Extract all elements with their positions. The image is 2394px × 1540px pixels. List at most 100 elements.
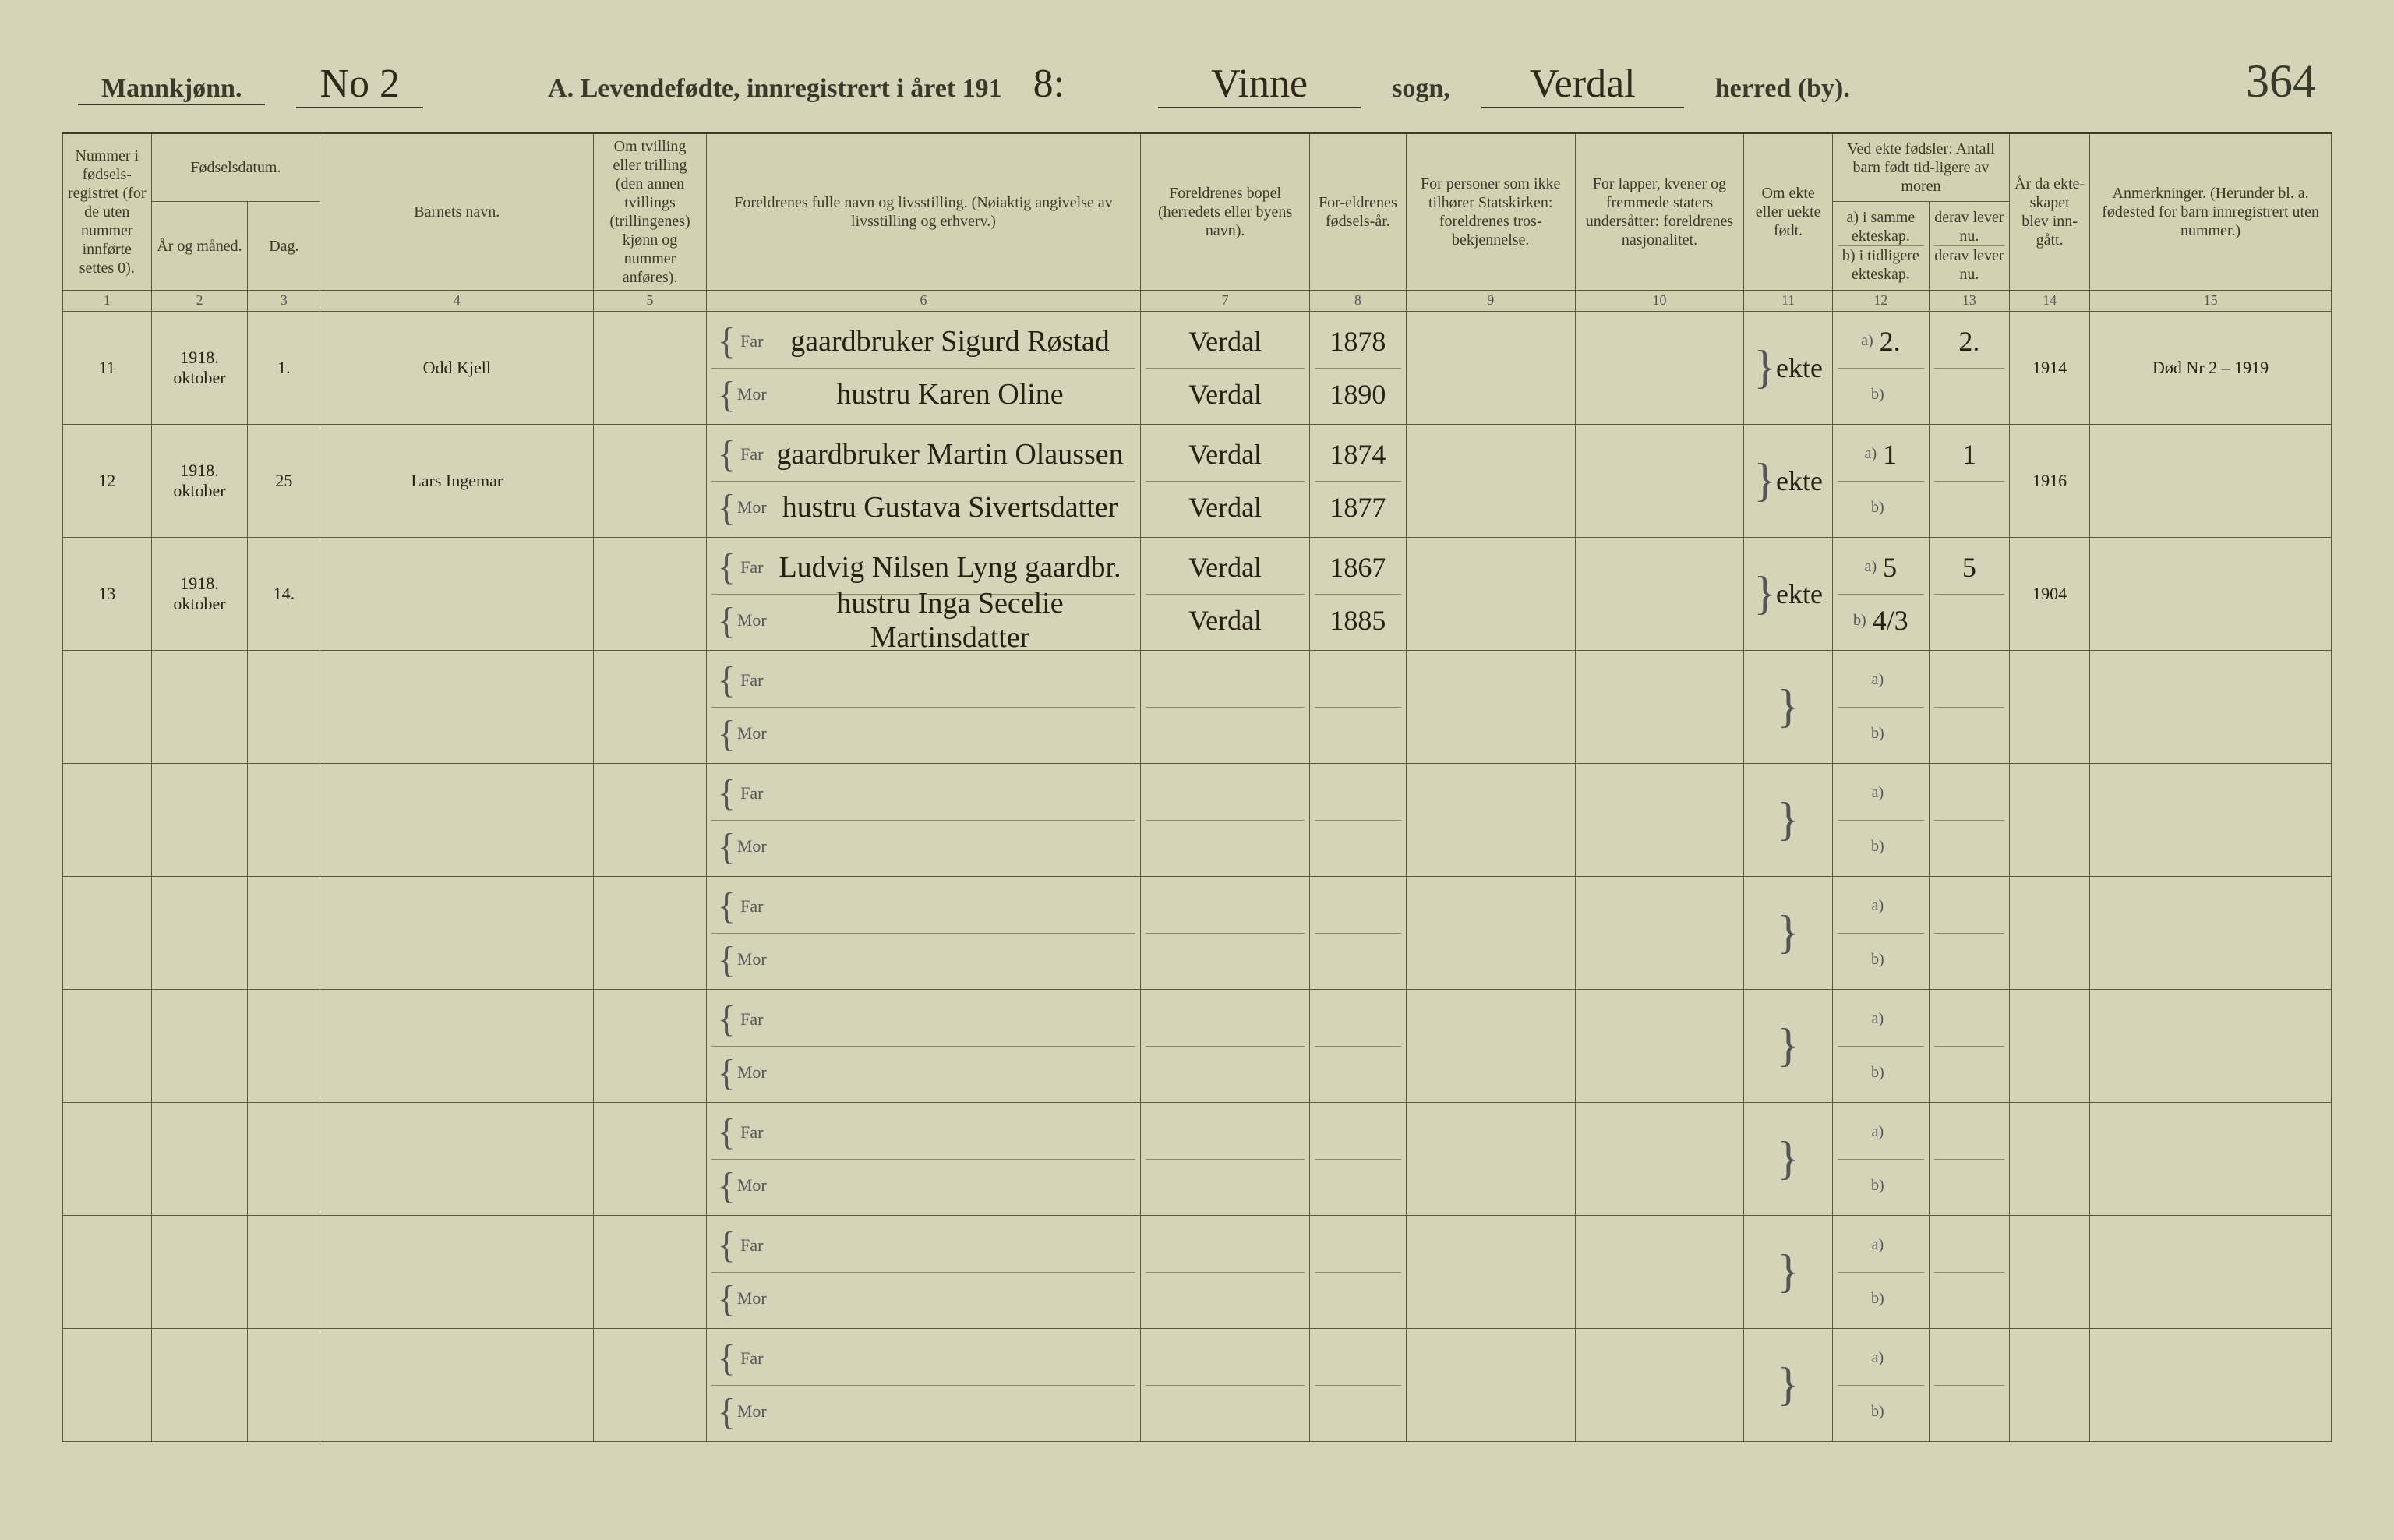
colnum: 6 — [706, 291, 1140, 312]
herred-label: herred (by). — [1715, 74, 1850, 104]
prior-children-alive-cell: 1 — [1929, 424, 2009, 537]
cell — [63, 876, 152, 989]
table-row: {Far{Mor}a)b) — [63, 876, 2332, 989]
cell: 12 — [63, 424, 152, 537]
col-2-3-group: Fødselsdatum. — [151, 133, 320, 202]
parents-cell: {Far{Mor — [706, 1328, 1140, 1441]
colnum: 3 — [248, 291, 320, 312]
cell — [1406, 1102, 1575, 1215]
cell — [63, 1328, 152, 1441]
register-table: Nummer i fødsels-registret (for de uten … — [62, 132, 2332, 1442]
cell — [248, 1215, 320, 1328]
prior-children-same-cell: a)b) — [1832, 876, 1929, 989]
marriage-year-cell — [2010, 876, 2090, 989]
col-15-header: Anmerkninger. (Herunder bl. a. fødested … — [2090, 133, 2332, 291]
cell — [594, 537, 707, 650]
cell — [594, 763, 707, 876]
prior-children-alive-cell — [1929, 1328, 2009, 1441]
table-row: 131918. oktober14.{FarLudvig Nilsen Lyng… — [63, 537, 2332, 650]
legitimacy-cell: } — [1744, 763, 1833, 876]
col-13-sub: derav lever nu. derav lever nu. — [1929, 202, 2009, 291]
residence-cell — [1141, 1102, 1310, 1215]
prior-children-same-cell: a)b) — [1832, 763, 1929, 876]
col-2-sub: År og måned. — [151, 202, 248, 291]
residence-cell — [1141, 763, 1310, 876]
column-number-row: 1 2 3 4 5 6 7 8 9 10 11 12 13 14 15 — [63, 291, 2332, 312]
prior-children-alive-cell — [1929, 650, 2009, 763]
cell — [151, 1328, 248, 1441]
cell — [248, 1328, 320, 1441]
cell — [248, 989, 320, 1102]
prior-children-same-cell: a)b) — [1832, 1215, 1929, 1328]
herred-value: Verdal — [1481, 61, 1684, 108]
sogn-value: Vinne — [1158, 61, 1361, 108]
cell: 1918. oktober — [151, 424, 248, 537]
cell — [320, 1328, 594, 1441]
cell — [63, 1102, 152, 1215]
cell — [320, 537, 594, 650]
remarks-cell — [2090, 763, 2332, 876]
cell — [248, 1102, 320, 1215]
prior-children-alive-cell — [1929, 1102, 2009, 1215]
legitimacy-cell: }ekte — [1744, 311, 1833, 424]
colnum: 9 — [1406, 291, 1575, 312]
col-3-sub: Dag. — [248, 202, 320, 291]
residence-cell: VerdalVerdal — [1141, 311, 1310, 424]
cell: 25 — [248, 424, 320, 537]
cell — [248, 650, 320, 763]
legitimacy-cell: } — [1744, 989, 1833, 1102]
cell — [1575, 311, 1744, 424]
table-row: {Far{Mor}a)b) — [63, 1328, 2332, 1441]
cell — [151, 763, 248, 876]
colnum: 4 — [320, 291, 594, 312]
residence-cell: VerdalVerdal — [1141, 424, 1310, 537]
table-row: {Far{Mor}a)b) — [63, 1215, 2332, 1328]
cell — [1575, 650, 1744, 763]
parent-birthyear-cell — [1309, 763, 1406, 876]
col-11-header: Om ekte eller uekte født. — [1744, 133, 1833, 291]
parent-birthyear-cell: 18671885 — [1309, 537, 1406, 650]
table-row: {Far{Mor}a)b) — [63, 989, 2332, 1102]
parents-cell: {Fargaardbruker Sigurd Røstad{Morhustru … — [706, 311, 1140, 424]
col-7-header: Foreldrenes bopel (herredets eller byens… — [1141, 133, 1310, 291]
parent-birthyear-cell — [1309, 1215, 1406, 1328]
cell — [1575, 1215, 1744, 1328]
page-number: 364 — [2246, 55, 2316, 108]
col-12a: a) i samme ekteskap. — [1838, 208, 1924, 245]
table-head: Nummer i fødsels-registret (for de uten … — [63, 133, 2332, 312]
table-row: 111918. oktober1.Odd Kjell{Fargaardbruke… — [63, 311, 2332, 424]
residence-cell — [1141, 650, 1310, 763]
legitimacy-cell: }ekte — [1744, 537, 1833, 650]
legitimacy-cell: } — [1744, 650, 1833, 763]
parents-cell: {Far{Mor — [706, 1215, 1140, 1328]
cell — [151, 876, 248, 989]
legitimacy-cell: } — [1744, 1328, 1833, 1441]
marriage-year-cell — [2010, 763, 2090, 876]
prior-children-alive-cell — [1929, 876, 2009, 989]
page-header: Mannkjønn. No 2 A. Levendefødte, innregi… — [62, 47, 2332, 132]
cell — [1575, 537, 1744, 650]
remarks-cell — [2090, 650, 2332, 763]
prior-children-same-cell: a)5b)4/3 — [1832, 537, 1929, 650]
year-suffix: 8: — [1033, 61, 1065, 107]
remarks-cell — [2090, 537, 2332, 650]
cell — [151, 650, 248, 763]
cell — [1575, 1102, 1744, 1215]
prior-children-same-cell: a)1b) — [1832, 424, 1929, 537]
residence-cell — [1141, 1328, 1310, 1441]
colnum: 10 — [1575, 291, 1744, 312]
prior-children-same-cell: a)b) — [1832, 989, 1929, 1102]
col-14-header: År da ekte-skapet blev inn-gått. — [2010, 133, 2090, 291]
legitimacy-cell: }ekte — [1744, 424, 1833, 537]
col-12-sub: a) i samme ekteskap. b) i tidligere ekte… — [1832, 202, 1929, 291]
remarks-cell: Død Nr 2 – 1919 — [2090, 311, 2332, 424]
cell — [594, 424, 707, 537]
parents-cell: {FarLudvig Nilsen Lyng gaardbr.{Morhustr… — [706, 537, 1140, 650]
marriage-year-cell — [2010, 989, 2090, 1102]
colnum: 15 — [2090, 291, 2332, 312]
parent-birthyear-cell — [1309, 650, 1406, 763]
col-6-header: Foreldrenes fulle navn og livsstilling. … — [706, 133, 1140, 291]
cell — [320, 876, 594, 989]
parents-cell: {Far{Mor — [706, 1102, 1140, 1215]
cell — [594, 1102, 707, 1215]
